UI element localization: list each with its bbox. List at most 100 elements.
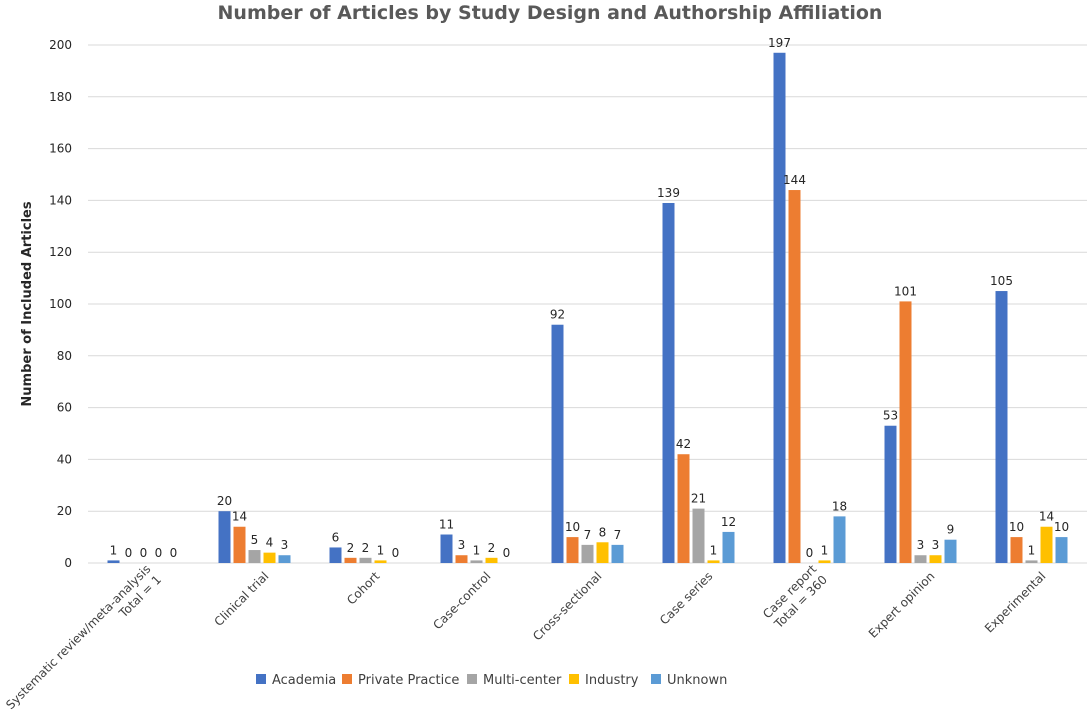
x-category-label: Clinical trial xyxy=(212,569,272,629)
bar-academia-6 xyxy=(773,52,786,564)
x-category-line: Case series xyxy=(657,569,715,627)
data-label: 2 xyxy=(488,541,496,555)
bar-unknown-7 xyxy=(944,539,957,563)
bar-multi-center-4 xyxy=(581,544,594,563)
data-label: 10 xyxy=(565,520,580,534)
bar-industry-6 xyxy=(818,560,831,563)
x-category-label: Experimental xyxy=(982,569,1048,635)
bar-industry-8 xyxy=(1040,526,1053,563)
bar-academia-0 xyxy=(107,560,120,563)
data-label: 3 xyxy=(932,538,940,552)
gridlines xyxy=(88,44,1087,564)
bars xyxy=(107,52,1068,564)
data-label: 21 xyxy=(691,492,706,506)
bar-private-practice-6 xyxy=(788,190,801,564)
bar-private-practice-4 xyxy=(566,537,579,563)
legend-swatch-multi-center xyxy=(467,674,477,684)
data-label: 3 xyxy=(917,538,925,552)
data-label: 0 xyxy=(392,546,400,560)
data-label: 0 xyxy=(155,546,163,560)
data-label: 18 xyxy=(832,499,847,513)
data-label: 0 xyxy=(125,546,133,560)
data-label: 7 xyxy=(584,528,592,542)
x-category-line: Expert opinion xyxy=(866,569,938,641)
y-tick-label: 60 xyxy=(57,401,72,415)
data-label: 8 xyxy=(599,525,607,539)
bar-multi-center-2 xyxy=(359,557,372,563)
data-label: 1 xyxy=(1028,543,1036,557)
y-tick-label: 20 xyxy=(57,504,72,518)
y-axis-ticks: 0 20 40 60 80 100 120 140 160 180 200 xyxy=(49,38,72,570)
bar-academia-3 xyxy=(440,534,453,563)
y-tick-label: 140 xyxy=(49,193,72,207)
legend-label: Multi-center xyxy=(483,673,562,688)
bar-private-practice-5 xyxy=(677,454,690,563)
y-tick-label: 0 xyxy=(64,556,72,570)
data-label: 144 xyxy=(783,173,806,187)
x-category-line: Cohort xyxy=(344,569,383,608)
data-label: 10 xyxy=(1054,520,1069,534)
x-category-line: Systematic review/meta-analysis xyxy=(3,562,153,712)
data-label: 6 xyxy=(332,530,340,544)
bar-academia-2 xyxy=(329,547,342,563)
y-tick-label: 160 xyxy=(49,142,72,156)
bar-private-practice-7 xyxy=(899,301,912,563)
legend-label: Unknown xyxy=(667,673,727,688)
bar-industry-2 xyxy=(374,560,387,563)
legend: Academia Private Practice Multi-center Indu… xyxy=(256,673,727,688)
data-label: 9 xyxy=(947,523,955,537)
y-tick-label: 100 xyxy=(49,297,72,311)
data-label: 10 xyxy=(1009,520,1024,534)
bar-multi-center-8 xyxy=(1025,560,1038,563)
data-label: 1 xyxy=(821,543,829,557)
data-label: 20 xyxy=(217,494,232,508)
legend-label: Industry xyxy=(585,673,639,688)
data-label: 2 xyxy=(347,541,355,555)
x-category-label: Case series xyxy=(657,569,715,627)
x-category-line: Experimental xyxy=(982,569,1048,635)
bar-unknown-6 xyxy=(833,516,846,563)
legend-swatch-unknown xyxy=(651,674,661,684)
bar-industry-3 xyxy=(485,557,498,563)
x-category-label: Expert opinion xyxy=(866,569,938,641)
x-category-label: Cohort xyxy=(344,569,383,608)
bar-private-practice-2 xyxy=(344,557,357,563)
bar-private-practice-8 xyxy=(1010,537,1023,563)
bar-industry-7 xyxy=(929,555,942,563)
legend-swatch-private-practice xyxy=(342,674,352,684)
bar-industry-1 xyxy=(263,552,276,563)
bar-unknown-1 xyxy=(278,555,291,563)
data-label: 12 xyxy=(721,515,736,529)
data-label: 3 xyxy=(281,538,289,552)
legend-swatch-industry xyxy=(569,674,579,684)
bar-multi-center-7 xyxy=(914,555,927,563)
data-label: 1 xyxy=(473,543,481,557)
bar-academia-8 xyxy=(995,291,1008,563)
bar-private-practice-1 xyxy=(233,526,246,563)
x-category-label: Case reportTotal = 360 xyxy=(760,562,830,632)
data-label: 1 xyxy=(110,543,118,557)
x-category-label: Cross-sectional xyxy=(530,569,604,643)
data-label: 0 xyxy=(503,546,511,560)
data-label: 3 xyxy=(458,538,466,552)
data-label: 1 xyxy=(377,543,385,557)
bar-multi-center-5 xyxy=(692,508,705,563)
x-category-line: Case-control xyxy=(430,569,493,632)
x-axis-categories: Systematic review/meta-analysisTotal = 1… xyxy=(3,562,1048,712)
y-tick-label: 180 xyxy=(49,90,72,104)
bar-academia-1 xyxy=(218,511,231,563)
bar-academia-5 xyxy=(662,202,675,564)
y-axis-label: Number of Included Articles xyxy=(20,201,35,406)
data-label: 14 xyxy=(1039,510,1054,524)
data-label: 1 xyxy=(710,543,718,557)
y-tick-label: 120 xyxy=(49,245,72,259)
x-category-line: Clinical trial xyxy=(212,569,272,629)
data-label: 42 xyxy=(676,437,691,451)
x-category-line: Cross-sectional xyxy=(530,569,604,643)
bar-academia-7 xyxy=(884,425,897,563)
legend-swatch-academia xyxy=(256,674,266,684)
y-tick-label: 40 xyxy=(57,452,72,466)
chart-title: Number of Articles by Study Design and A… xyxy=(218,2,883,24)
